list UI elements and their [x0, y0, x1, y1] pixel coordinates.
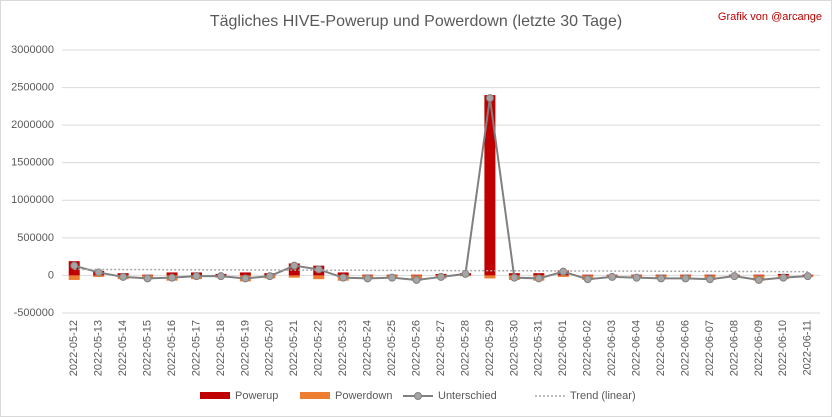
bar	[484, 275, 496, 279]
point	[168, 273, 177, 282]
legend-swatch	[200, 392, 230, 399]
x-tick-label: 2022-05-22	[313, 320, 325, 376]
point	[803, 272, 812, 281]
x-tick-label: 2022-06-07	[704, 320, 716, 376]
bar	[753, 274, 765, 276]
bar	[313, 275, 325, 280]
x-tick-label: 2022-05-23	[337, 320, 349, 376]
x-tick-label: 2022-05-30	[508, 320, 520, 376]
point	[730, 272, 739, 281]
point	[363, 274, 372, 283]
x-tick-label: 2022-05-14	[117, 320, 129, 376]
bar	[582, 274, 594, 276]
point	[657, 274, 666, 283]
x-tick-label: 2022-06-04	[631, 320, 643, 376]
point	[705, 275, 714, 284]
point	[143, 274, 152, 283]
y-tick-label: 1000000	[11, 194, 54, 206]
y-tick-label: 3000000	[11, 44, 54, 56]
bar	[239, 272, 251, 276]
point	[339, 273, 348, 282]
point	[485, 94, 494, 103]
bar	[704, 274, 716, 276]
bar	[68, 275, 80, 280]
x-tick-label: 2022-05-15	[141, 320, 153, 376]
legend-swatch	[414, 392, 422, 400]
point	[290, 261, 299, 270]
point	[388, 273, 397, 282]
point	[583, 275, 592, 284]
bar	[557, 275, 569, 277]
x-tick-label: 2022-06-03	[606, 320, 618, 376]
bar	[288, 275, 300, 278]
point	[314, 265, 323, 274]
x-tick-label: 2022-05-19	[239, 320, 251, 376]
x-tick-label: 2022-06-09	[753, 320, 765, 376]
point	[192, 272, 201, 281]
point	[70, 261, 79, 270]
legend-label: Trend (linear)	[570, 390, 636, 402]
point	[510, 273, 519, 282]
y-tick-label: 500000	[17, 232, 54, 244]
x-tick-label: 2022-05-18	[215, 320, 227, 376]
x-tick-label: 2022-06-05	[655, 320, 667, 376]
x-tick-label: 2022-05-17	[190, 320, 202, 376]
point	[265, 272, 274, 281]
x-tick-label: 2022-06-06	[679, 320, 691, 376]
y-tick-label: 0	[48, 269, 54, 281]
x-tick-label: 2022-05-26	[410, 320, 422, 376]
legend-label: Powerup	[235, 390, 278, 402]
x-tick-label: 2022-05-28	[459, 320, 471, 376]
y-tick-label: -500000	[14, 307, 54, 319]
point	[412, 275, 421, 284]
point	[437, 272, 445, 281]
x-tick-label: 2022-05-31	[533, 320, 545, 376]
point	[608, 272, 617, 281]
point	[241, 274, 250, 283]
point	[779, 273, 788, 282]
point	[534, 274, 543, 283]
point	[559, 267, 568, 276]
y-tick-label: 2000000	[11, 119, 54, 131]
point	[681, 274, 690, 283]
x-tick-label: 2022-06-02	[582, 320, 594, 376]
x-tick-label: 2022-06-08	[728, 320, 740, 376]
x-tick-label: 2022-06-01	[557, 320, 569, 376]
x-tick-label: 2022-05-13	[93, 320, 105, 376]
x-tick-label: 2022-05-16	[166, 320, 178, 376]
legend-label: Powerdown	[335, 390, 392, 402]
legend-label: Unterschied	[438, 390, 497, 402]
legend-swatch	[300, 392, 330, 399]
y-tick-label: 2500000	[11, 81, 54, 93]
bar	[484, 95, 496, 276]
x-tick-label: 2022-05-27	[435, 320, 447, 376]
credit: Grafik von @arcange	[718, 11, 822, 23]
x-tick-label: 2022-06-11	[802, 320, 814, 375]
x-tick-label: 2022-05-20	[264, 320, 276, 376]
point	[632, 273, 641, 282]
point	[754, 275, 763, 284]
point	[216, 272, 225, 281]
x-tick-label: 2022-05-21	[288, 320, 300, 376]
x-tick-label: 2022-05-12	[68, 320, 80, 376]
x-tick-label: 2022-05-29	[484, 320, 496, 376]
x-tick-label: 2022-05-25	[386, 320, 398, 376]
chart-title: Tägliches HIVE-Powerup und Powerdown (le…	[210, 13, 622, 30]
y-tick-label: 1500000	[11, 157, 54, 169]
bar	[533, 273, 545, 276]
bar	[411, 274, 423, 276]
x-tick-label: 2022-06-10	[777, 320, 789, 376]
point	[119, 272, 128, 281]
x-tick-label: 2022-05-24	[362, 320, 374, 376]
point	[461, 269, 470, 278]
